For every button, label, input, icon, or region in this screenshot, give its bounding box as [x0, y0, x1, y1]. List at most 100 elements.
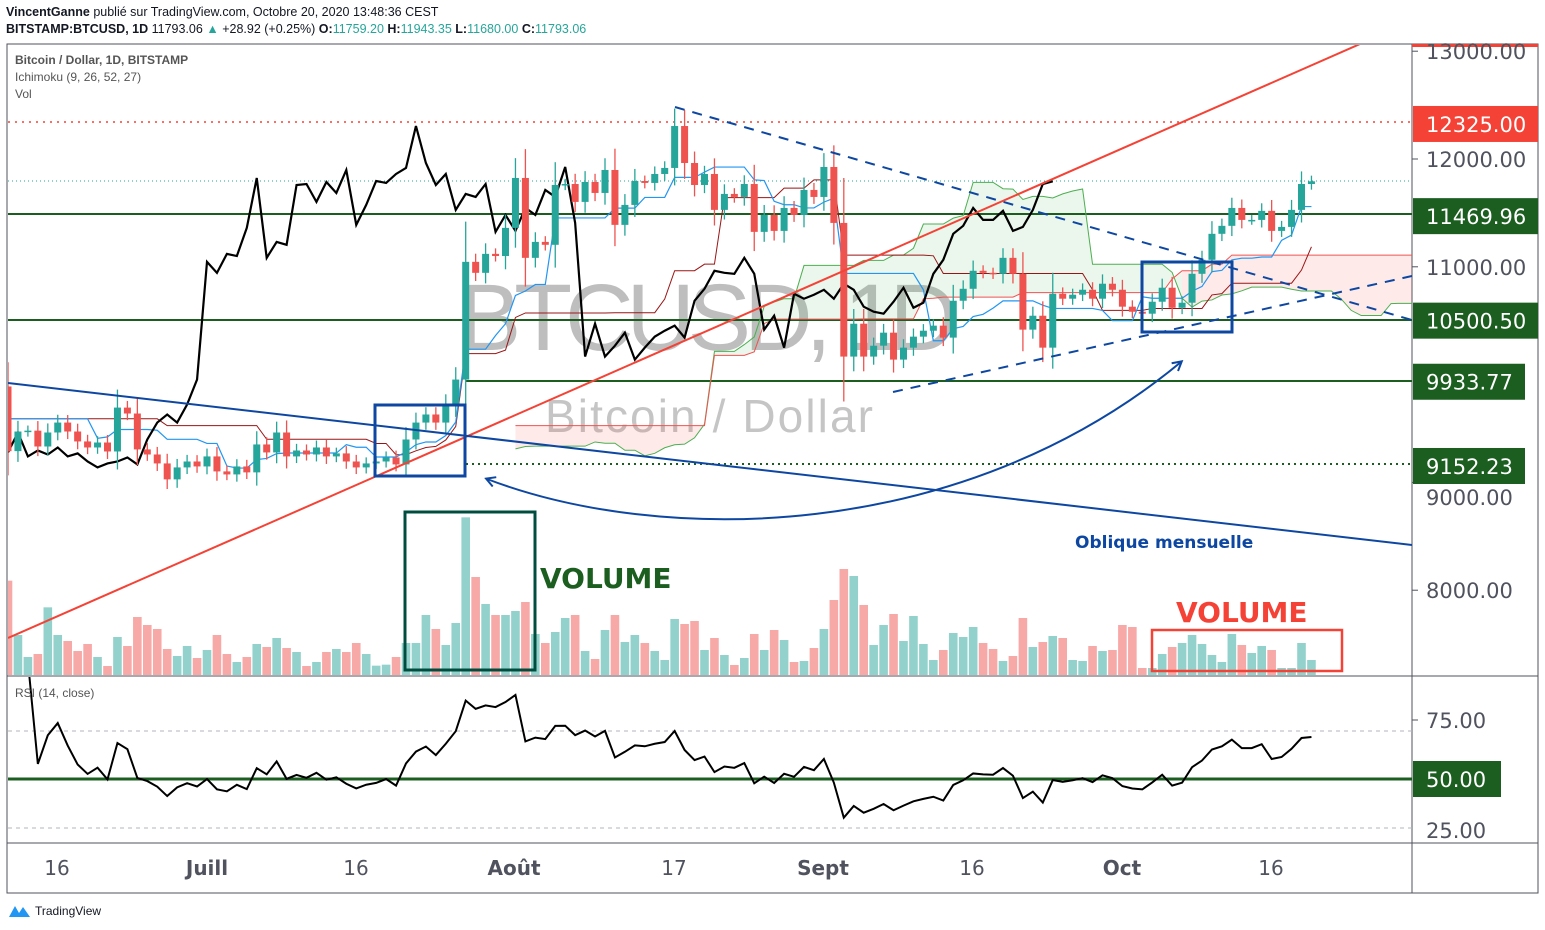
candle-body[interactable]: [273, 432, 281, 453]
candle-body[interactable]: [541, 241, 549, 245]
candle-body[interactable]: [332, 453, 340, 457]
candle-body[interactable]: [691, 162, 699, 185]
candle-body[interactable]: [840, 222, 848, 357]
candle-body[interactable]: [710, 173, 718, 210]
candle-body[interactable]: [571, 184, 579, 202]
candle-body[interactable]: [362, 463, 370, 468]
candle-body[interactable]: [890, 332, 898, 360]
candle-body[interactable]: [750, 184, 758, 232]
candle-body[interactable]: [909, 336, 917, 348]
candle-body[interactable]: [24, 430, 32, 433]
candle-body[interactable]: [740, 184, 748, 197]
candle-body[interactable]: [511, 177, 519, 228]
candle-body[interactable]: [1258, 210, 1266, 220]
candle-body[interactable]: [34, 430, 42, 447]
candle-body[interactable]: [601, 169, 609, 193]
candle-body[interactable]: [830, 166, 838, 223]
candle-body[interactable]: [820, 166, 828, 197]
candle-body[interactable]: [84, 441, 92, 448]
candle-body[interactable]: [74, 431, 82, 442]
candle-body[interactable]: [671, 126, 679, 168]
candle-body[interactable]: [621, 204, 629, 225]
candle-body[interactable]: [1039, 315, 1047, 348]
candle-body[interactable]: [104, 442, 111, 452]
candle-body[interactable]: [760, 214, 768, 232]
candle-body[interactable]: [1108, 283, 1116, 290]
breakout-box-july[interactable]: [373, 403, 467, 478]
candle-body[interactable]: [959, 288, 967, 301]
candle-body[interactable]: [233, 466, 241, 475]
candle-body[interactable]: [929, 325, 937, 331]
candle-body[interactable]: [681, 126, 689, 163]
candle-body[interactable]: [1069, 294, 1077, 299]
candle-body[interactable]: [492, 253, 500, 257]
volume-box-green[interactable]: [403, 510, 537, 672]
candle-body[interactable]: [293, 450, 301, 457]
candle-body[interactable]: [223, 471, 231, 475]
candle-body[interactable]: [442, 404, 450, 423]
candle-body[interactable]: [1218, 225, 1226, 234]
tradingview-footer[interactable]: TradingView: [8, 903, 101, 919]
candle-body[interactable]: [243, 466, 251, 473]
candle-body[interactable]: [1168, 287, 1176, 308]
candle-body[interactable]: [303, 450, 310, 455]
candle-body[interactable]: [860, 323, 868, 357]
candle-body[interactable]: [780, 207, 788, 231]
candle-body[interactable]: [123, 407, 131, 414]
legend-ichimoku[interactable]: Ichimoku (9, 26, 52, 27): [15, 70, 142, 84]
candle-body[interactable]: [1089, 289, 1097, 299]
candle-body[interactable]: [1307, 181, 1315, 185]
candle-body[interactable]: [1148, 301, 1156, 314]
candle-body[interactable]: [143, 449, 151, 455]
candle-body[interactable]: [502, 227, 509, 257]
candle-body[interactable]: [283, 432, 291, 457]
candle-body[interactable]: [1118, 289, 1126, 307]
candle-body[interactable]: [1238, 207, 1246, 220]
time-axis[interactable]: 16 Juill 16 Août 17 Sept 16 Oct 16: [44, 856, 1283, 880]
candle-body[interactable]: [1178, 302, 1186, 308]
candle-body[interactable]: [790, 207, 798, 215]
candle-body[interactable]: [1099, 283, 1106, 299]
candle-body[interactable]: [452, 379, 460, 405]
rising-trendline[interactable]: [8, 44, 1361, 639]
candle-body[interactable]: [989, 272, 997, 275]
candle-body[interactable]: [54, 422, 62, 433]
candle-body[interactable]: [939, 325, 947, 338]
candle-body[interactable]: [999, 257, 1007, 274]
candle-body[interactable]: [1128, 306, 1136, 312]
candle-body[interactable]: [800, 189, 808, 215]
candle-body[interactable]: [94, 442, 102, 448]
candle-body[interactable]: [1009, 257, 1017, 274]
candle-body[interactable]: [5, 386, 12, 452]
candle-body[interactable]: [392, 457, 400, 465]
candle-body[interactable]: [203, 456, 211, 467]
candle-body[interactable]: [551, 184, 559, 245]
candle-body[interactable]: [163, 463, 171, 480]
candle-body[interactable]: [432, 414, 440, 423]
candle-body[interactable]: [44, 432, 52, 447]
candle-body[interactable]: [949, 300, 957, 338]
candle-body[interactable]: [263, 444, 271, 453]
candle-body[interactable]: [979, 270, 987, 273]
author[interactable]: VincentGanne: [6, 5, 90, 19]
rsi-axis[interactable]: 75.00 25.00 50.00: [1412, 709, 1501, 843]
candle-body[interactable]: [422, 414, 430, 423]
candle-body[interactable]: [611, 169, 619, 225]
candle-body[interactable]: [133, 413, 141, 450]
candle-body[interactable]: [1268, 210, 1276, 231]
breakout-box-october[interactable]: [1140, 260, 1234, 334]
candle-body[interactable]: [561, 184, 569, 186]
candle-body[interactable]: [919, 330, 927, 337]
candle-body[interactable]: [1188, 273, 1196, 303]
candle-body[interactable]: [183, 461, 191, 468]
candle-body[interactable]: [193, 461, 201, 467]
candle-body[interactable]: [850, 323, 858, 357]
candle-body[interactable]: [581, 181, 589, 202]
candle-body[interactable]: [113, 407, 121, 452]
candle-body[interactable]: [64, 422, 72, 432]
candle-body[interactable]: [1158, 287, 1166, 302]
candle-body[interactable]: [402, 439, 410, 465]
candle-body[interactable]: [720, 193, 728, 210]
candle-body[interactable]: [770, 214, 778, 231]
